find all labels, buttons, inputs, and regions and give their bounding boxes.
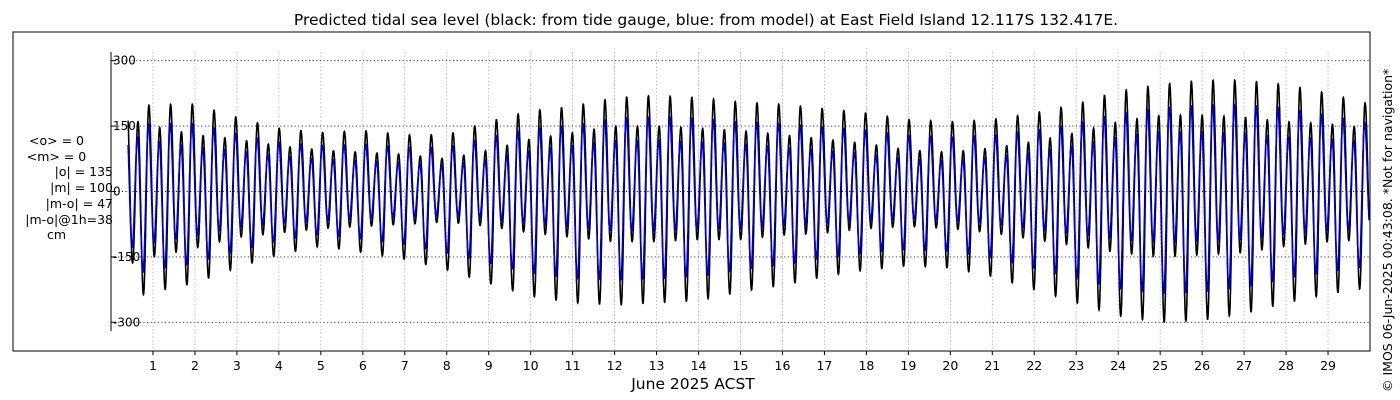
x-tick-label: 13 xyxy=(649,358,665,373)
series-line-model xyxy=(127,103,1370,295)
stat-abs-diff: |m-o| = 47 xyxy=(45,195,113,211)
x-tick-label: 20 xyxy=(942,358,958,373)
x-tick-label: 17 xyxy=(816,358,832,373)
x-tick-label: 6 xyxy=(359,358,367,373)
x-tick-label: 3 xyxy=(233,358,241,373)
stat-abs-model: |m| = 100 xyxy=(50,180,113,196)
x-tick-label: 14 xyxy=(691,358,707,373)
x-tick-label: 19 xyxy=(900,358,916,373)
x-tick-label: 12 xyxy=(607,358,623,373)
x-tick-label: 2 xyxy=(191,358,199,373)
y-tick-label: 0 xyxy=(113,185,121,199)
y-tick-label: -300 xyxy=(113,315,140,329)
x-tick-label: 25 xyxy=(1152,358,1168,373)
stat-unit: cm xyxy=(46,227,67,243)
stat-mean-obs: <o> = 0 xyxy=(29,133,84,148)
y-tick-label: 150 xyxy=(113,119,136,133)
series-group xyxy=(127,78,1370,323)
x-tick-label: 18 xyxy=(858,358,874,373)
stat-mean-model: <m> = 0 xyxy=(26,148,87,164)
x-tick-label: 1 xyxy=(149,358,157,373)
x-tick-label: 16 xyxy=(775,358,791,373)
stat-abs-diff-1h: |m-o|@1h=38 xyxy=(25,211,113,227)
x-tick-label: 10 xyxy=(523,358,539,373)
x-tick-label: 23 xyxy=(1068,358,1084,373)
x-tick-label: 4 xyxy=(275,358,283,373)
stat-abs-obs: |o| = 135 xyxy=(54,164,113,180)
plot-frame xyxy=(12,31,1371,352)
x-axis-label: June 2025 ACST xyxy=(630,375,755,393)
x-tick-label: 15 xyxy=(733,358,749,373)
x-tick-label: 7 xyxy=(401,358,409,373)
x-tick-label: 8 xyxy=(443,358,451,373)
x-tick-label: 11 xyxy=(565,358,581,373)
x-tick-label: 5 xyxy=(317,358,325,373)
x-tick-label: 9 xyxy=(485,358,493,373)
x-tick-label: 29 xyxy=(1320,358,1336,373)
chart-title: Predicted tidal sea level (black: from t… xyxy=(294,11,1118,29)
x-tick-label: 28 xyxy=(1278,358,1294,373)
x-tick-label: 27 xyxy=(1236,358,1252,373)
statistics-panel: <o> = 0 <m> = 0 |o| = 135 |m| = 100 |m-o… xyxy=(0,133,113,243)
x-tick-label: 26 xyxy=(1194,358,1210,373)
x-axis-ticks: 1 2 3 4 5 6 7 8 9 10 11 12 13 14 15 16 17 18 19 20 21 22 23 24 2… xyxy=(149,351,1336,373)
copyright-notice: © IMOS 06-Jun-2025 00:43:08. *Not for na… xyxy=(1380,68,1395,392)
x-tick-label: 24 xyxy=(1110,358,1126,373)
x-tick-label: 21 xyxy=(984,358,1000,373)
y-tick-label: -150 xyxy=(113,250,140,264)
y-tick-label: 300 xyxy=(113,54,136,68)
grid xyxy=(111,52,1370,351)
x-tick-label: 22 xyxy=(1026,358,1042,373)
